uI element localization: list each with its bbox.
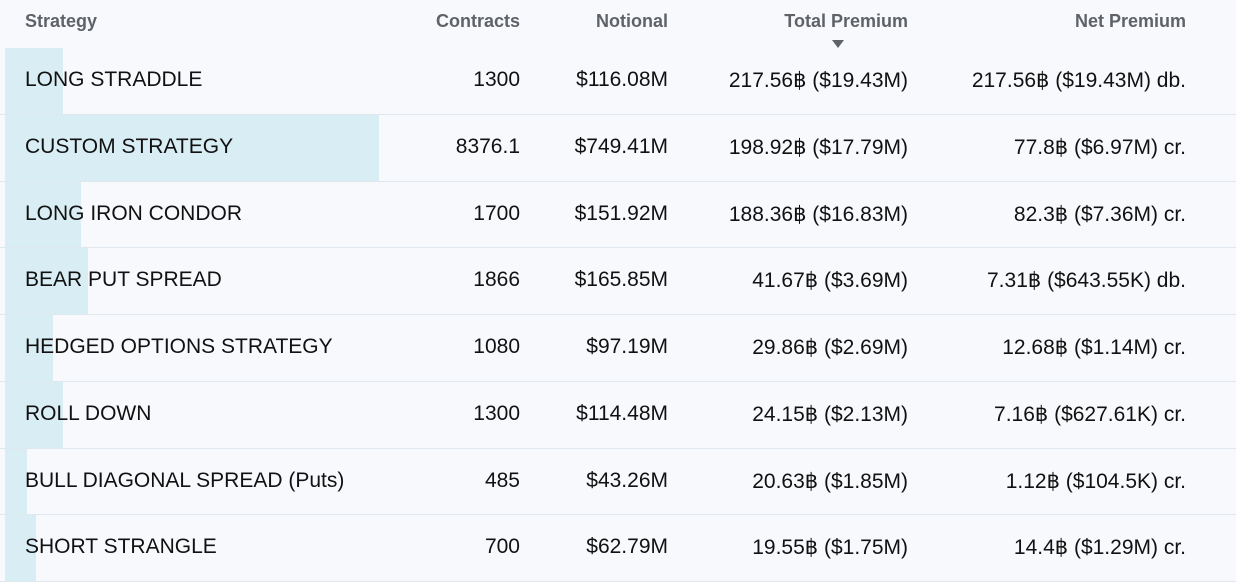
contracts-cell: 1700: [473, 201, 520, 225]
notional-cell: $749.41M: [574, 134, 668, 158]
notional-cell: $116.08M: [576, 68, 668, 91]
strategy-cell: CUSTOM STRATEGY: [25, 134, 234, 158]
table-header: Strategy Contracts Notional Total Premiu…: [0, 0, 1236, 48]
contracts-cell: 1866: [473, 268, 520, 292]
strategy-cell: LONG STRADDLE: [25, 68, 203, 91]
strategy-cell: BEAR PUT SPREAD: [25, 268, 222, 292]
contracts-cell: 8376.1: [455, 134, 520, 158]
net-premium-cell: 217.56฿ ($19.43M) db.: [971, 69, 1186, 92]
strategy-cell: SHORT STRANGLE: [25, 535, 217, 559]
notional-cell: $43.26M: [586, 468, 668, 492]
table-row[interactable]: CUSTOM STRATEGY 8376.1 $749.41M 198.92฿ ($1…: [0, 114, 1236, 182]
contracts-bar: [5, 448, 27, 515]
contracts-cell: 485: [484, 468, 520, 492]
strategy-cell: HEDGED OPTIONS STRATEGY: [25, 335, 333, 358]
contracts-bar: [5, 114, 379, 181]
net-premium-cell: 82.3฿ ($7.36M) cr.: [1013, 202, 1186, 226]
table-row[interactable]: LONG STRADDLE 1300 $116.08M 217.56฿ ($19.43…: [0, 48, 1236, 115]
table-row[interactable]: SHORT STRANGLE 700 $62.79M 19.55฿ ($1.75M) 1…: [0, 515, 1236, 582]
total-premium-cell: 198.92฿ ($17.79M): [728, 135, 908, 159]
notional-cell: $114.48M: [576, 401, 668, 425]
total-premium-cell: 217.56฿ ($19.43M): [728, 69, 908, 92]
sort-descending-icon[interactable]: [832, 40, 844, 48]
contracts-cell: 700: [484, 535, 520, 559]
total-premium-cell: 24.15฿ ($2.13M): [752, 402, 908, 426]
total-premium-cell: 29.86฿ ($2.69M): [752, 336, 908, 359]
net-premium-cell: 7.16฿ ($627.61K) cr.: [994, 402, 1186, 426]
notional-cell: $97.19M: [586, 335, 668, 358]
net-premium-cell: 14.4฿ ($1.29M) cr.: [1013, 536, 1186, 560]
table-row[interactable]: BEAR PUT SPREAD 1866 $165.85M 41.67฿ ($3.69…: [0, 248, 1236, 315]
contracts-bar: [5, 381, 64, 448]
total-premium-cell: 20.63฿ ($1.85M): [752, 469, 908, 493]
total-premium-cell: 188.36฿ ($16.83M): [728, 202, 908, 226]
notional-cell: $151.92M: [574, 201, 668, 225]
header-notional[interactable]: Notional: [596, 11, 668, 31]
contracts-bar: [5, 48, 64, 114]
table-row[interactable]: BULL DIAGONAL SPREAD (Puts) 485 $43.26M 20.…: [0, 448, 1236, 516]
header-net-premium[interactable]: Net Premium: [1074, 11, 1186, 31]
header-total-premium[interactable]: Total Premium: [784, 11, 908, 31]
contracts-cell: 1300: [473, 401, 520, 425]
contracts-cell: 1300: [473, 68, 520, 91]
notional-cell: $165.85M: [574, 268, 668, 292]
table-row[interactable]: LONG IRON CONDOR 1700 $151.92M 188.36฿ ($16…: [0, 181, 1236, 249]
table-row[interactable]: ROLL DOWN 1300 $114.48M 24.15฿ ($2.13M) 7.16…: [0, 381, 1236, 449]
total-premium-cell: 19.55฿ ($1.75M): [752, 536, 908, 560]
table-row[interactable]: HEDGED OPTIONS STRATEGY 1080 $97.19M 29.86฿…: [0, 315, 1236, 382]
total-premium-cell: 41.67฿ ($3.69M): [752, 269, 908, 293]
table-body: LONG STRADDLE 1300 $116.08M 217.56฿ ($19.43…: [0, 48, 1236, 582]
contracts-cell: 1080: [473, 335, 520, 358]
strategy-cell: BULL DIAGONAL SPREAD (Puts): [25, 468, 345, 492]
header-contracts[interactable]: Contracts: [435, 11, 520, 31]
net-premium-cell: 7.31฿ ($643.55K) db.: [987, 269, 1186, 293]
header-strategy[interactable]: Strategy: [25, 11, 98, 31]
contracts-bar: [5, 248, 89, 314]
strategy-cell: ROLL DOWN: [25, 401, 152, 425]
strategy-cell: LONG IRON CONDOR: [25, 201, 243, 225]
contracts-bar: [5, 315, 54, 381]
contracts-bar: [5, 181, 81, 248]
net-premium-cell: 77.8฿ ($6.97M) cr.: [1013, 135, 1186, 159]
net-premium-cell: 12.68฿ ($1.14M) cr.: [1002, 336, 1186, 359]
notional-cell: $62.79M: [586, 535, 668, 559]
net-premium-cell: 1.12฿ ($104.5K) cr.: [1005, 469, 1186, 493]
contracts-bar: [5, 515, 37, 581]
